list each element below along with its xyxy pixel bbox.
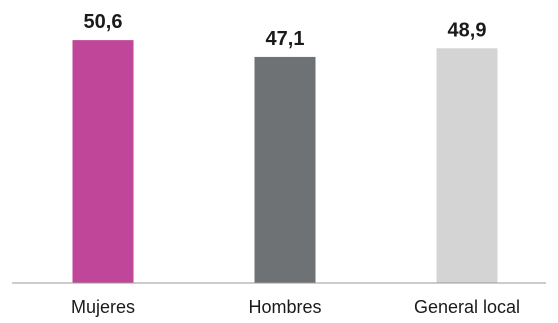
category-label-mujeres: Mujeres bbox=[71, 297, 135, 317]
category-label-general-local: General local bbox=[414, 297, 520, 317]
bar-hombres bbox=[254, 56, 316, 283]
value-label-general-local: 48,9 bbox=[448, 19, 487, 41]
value-label-hombres: 47,1 bbox=[266, 28, 305, 50]
bar-mujeres bbox=[72, 40, 134, 284]
bar-general-local bbox=[436, 48, 498, 283]
value-label-mujeres: 50,6 bbox=[84, 11, 123, 33]
value-labels-group: 50,6 47,1 48,9 bbox=[84, 11, 487, 50]
category-label-hombres: Hombres bbox=[248, 297, 321, 317]
bars-group bbox=[72, 40, 498, 284]
category-labels-group: Mujeres Hombres General local bbox=[71, 297, 520, 317]
